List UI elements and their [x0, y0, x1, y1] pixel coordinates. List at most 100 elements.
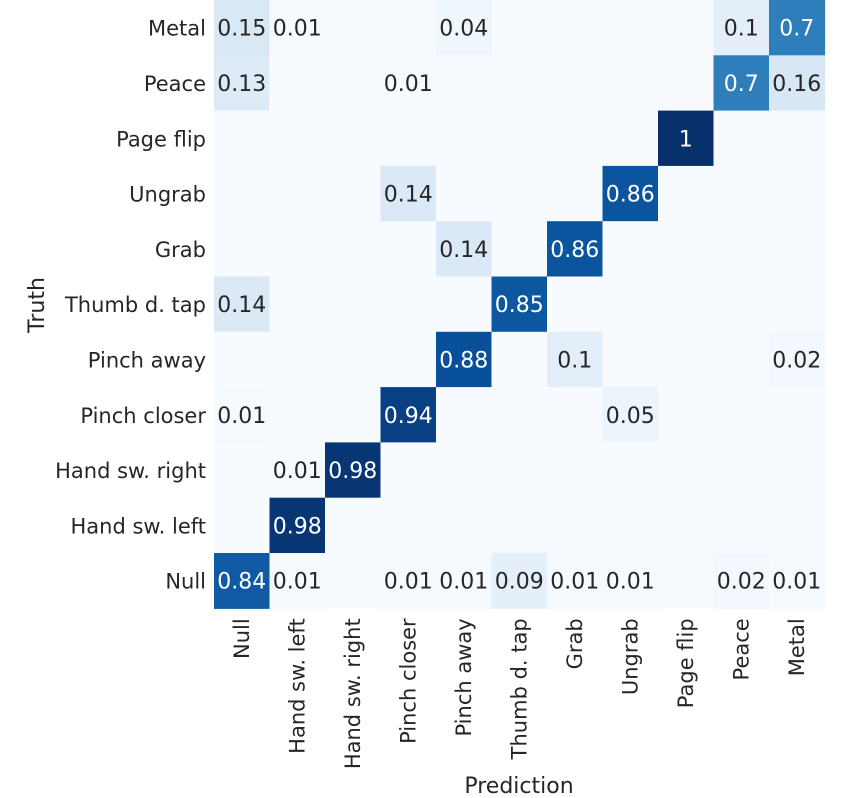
y-tick-label: Grab	[155, 238, 206, 262]
heatmap-cell	[436, 111, 492, 167]
cell-value-label: 0.01	[273, 459, 322, 484]
heatmap-cell	[436, 55, 492, 111]
heatmap-cell	[658, 55, 714, 111]
heatmap-cell	[492, 387, 548, 443]
heatmap-cell	[436, 166, 492, 222]
heatmap-cell	[325, 553, 381, 609]
cell-value-label: 0.01	[606, 570, 655, 595]
heatmap-cell	[270, 332, 326, 388]
heatmap-cell	[603, 498, 659, 554]
heatmap-cell	[436, 277, 492, 333]
heatmap-cell	[547, 166, 603, 222]
heatmap-cell	[769, 277, 825, 333]
cell-value-label: 0.15	[217, 17, 266, 42]
heatmap-cell	[714, 332, 770, 388]
heatmap-cell	[714, 387, 770, 443]
y-tick-label: Null	[165, 570, 206, 594]
heatmap-cell	[436, 498, 492, 554]
heatmap-cell	[492, 442, 548, 498]
heatmap-cell	[769, 166, 825, 222]
cell-value-label: 0.7	[724, 72, 759, 97]
x-tick-label: Grab	[563, 618, 587, 669]
heatmap-cell	[547, 387, 603, 443]
heatmap-cell	[658, 332, 714, 388]
x-tick-label: Ungrab	[618, 618, 642, 695]
x-tick-label: Pinch closer	[396, 618, 420, 744]
heatmap-cell	[658, 221, 714, 277]
heatmap-cell	[270, 55, 326, 111]
x-axis-label: Prediction	[464, 774, 573, 798]
heatmap-cell	[492, 55, 548, 111]
cell-value-label: 0.05	[606, 404, 655, 429]
heatmap-cell	[492, 166, 548, 222]
cell-value-label: 0.14	[217, 293, 266, 318]
heatmap-cell	[547, 277, 603, 333]
cell-value-label: 0.86	[606, 183, 655, 208]
cell-value-label: 0.01	[439, 570, 488, 595]
heatmap-cell	[325, 0, 381, 56]
heatmap-cell	[325, 332, 381, 388]
heatmap-cell	[270, 221, 326, 277]
heatmap-cell	[769, 498, 825, 554]
heatmap-cell	[214, 498, 270, 554]
y-tick-labels: Metal Peace Page flip Ungrab Grab Thumb d. ta…	[55, 17, 206, 594]
heatmap-cell	[492, 111, 548, 167]
heatmap-cell	[658, 277, 714, 333]
cell-value-label: 0.85	[495, 293, 544, 318]
heatmap-cell	[714, 221, 770, 277]
cell-value-label: 0.01	[550, 570, 599, 595]
heatmap-cell	[603, 0, 659, 56]
y-tick-label: Hand sw. left	[70, 514, 206, 538]
y-tick-label: Metal	[148, 17, 206, 41]
heatmap-cell	[325, 277, 381, 333]
heatmap-cell	[381, 221, 437, 277]
cell-value-label: 0.01	[772, 570, 821, 595]
heatmap-cell	[436, 442, 492, 498]
cell-value-label: 0.13	[217, 72, 266, 97]
cell-value-label: 0.01	[384, 570, 433, 595]
heatmap-cell	[714, 498, 770, 554]
heatmap-cell	[492, 221, 548, 277]
heatmap-cell	[270, 387, 326, 443]
heatmap-cell	[325, 166, 381, 222]
x-tick-label: Null	[230, 618, 254, 659]
cell-value-label: 0.09	[495, 570, 544, 595]
heatmap-cell	[270, 166, 326, 222]
x-tick-label: Thumb d. tap	[507, 618, 531, 760]
y-tick-label: Page flip	[116, 127, 206, 151]
cell-value-label: 0.98	[273, 514, 322, 539]
cell-value-label: 0.7	[779, 17, 814, 42]
heatmap-cell	[381, 111, 437, 167]
confusion-matrix-chart: 0.15 0.01 0.04 0.1 0.70.13 0.01 0.7 0.1610.14 0.…	[0, 0, 850, 798]
cell-value-label: 0.04	[439, 17, 488, 42]
cell-value-label: 0.94	[384, 404, 433, 429]
cell-value-label: 0.01	[273, 570, 322, 595]
heatmap-cell	[603, 277, 659, 333]
heatmap-cell	[214, 221, 270, 277]
x-tick-label: Pinch away	[452, 618, 476, 736]
heatmap-cell	[658, 442, 714, 498]
heatmap-cell	[769, 387, 825, 443]
heatmap-cell	[270, 277, 326, 333]
heatmap-cell	[547, 498, 603, 554]
heatmap-cell	[492, 498, 548, 554]
heatmap-cell	[325, 221, 381, 277]
heatmap-cell	[658, 553, 714, 609]
heatmap-cell	[769, 221, 825, 277]
cell-value-label: 0.98	[328, 459, 377, 484]
cell-value-label: 0.01	[217, 404, 266, 429]
heatmap-cell	[214, 111, 270, 167]
heatmap-cell	[603, 55, 659, 111]
heatmap-cell	[492, 332, 548, 388]
x-tick-label: Peace	[729, 618, 753, 680]
cell-value-label: 0.01	[273, 17, 322, 42]
heatmap-cell	[325, 387, 381, 443]
heatmap-cell	[381, 442, 437, 498]
cell-value-label: 0.14	[439, 238, 488, 263]
cell-value-label: 0.1	[557, 348, 592, 373]
heatmap-cell	[214, 166, 270, 222]
cell-value-label: 0.16	[772, 72, 821, 97]
x-tick-label: Hand sw. right	[341, 618, 365, 769]
heatmap-cell	[658, 498, 714, 554]
heatmap-cell	[325, 498, 381, 554]
